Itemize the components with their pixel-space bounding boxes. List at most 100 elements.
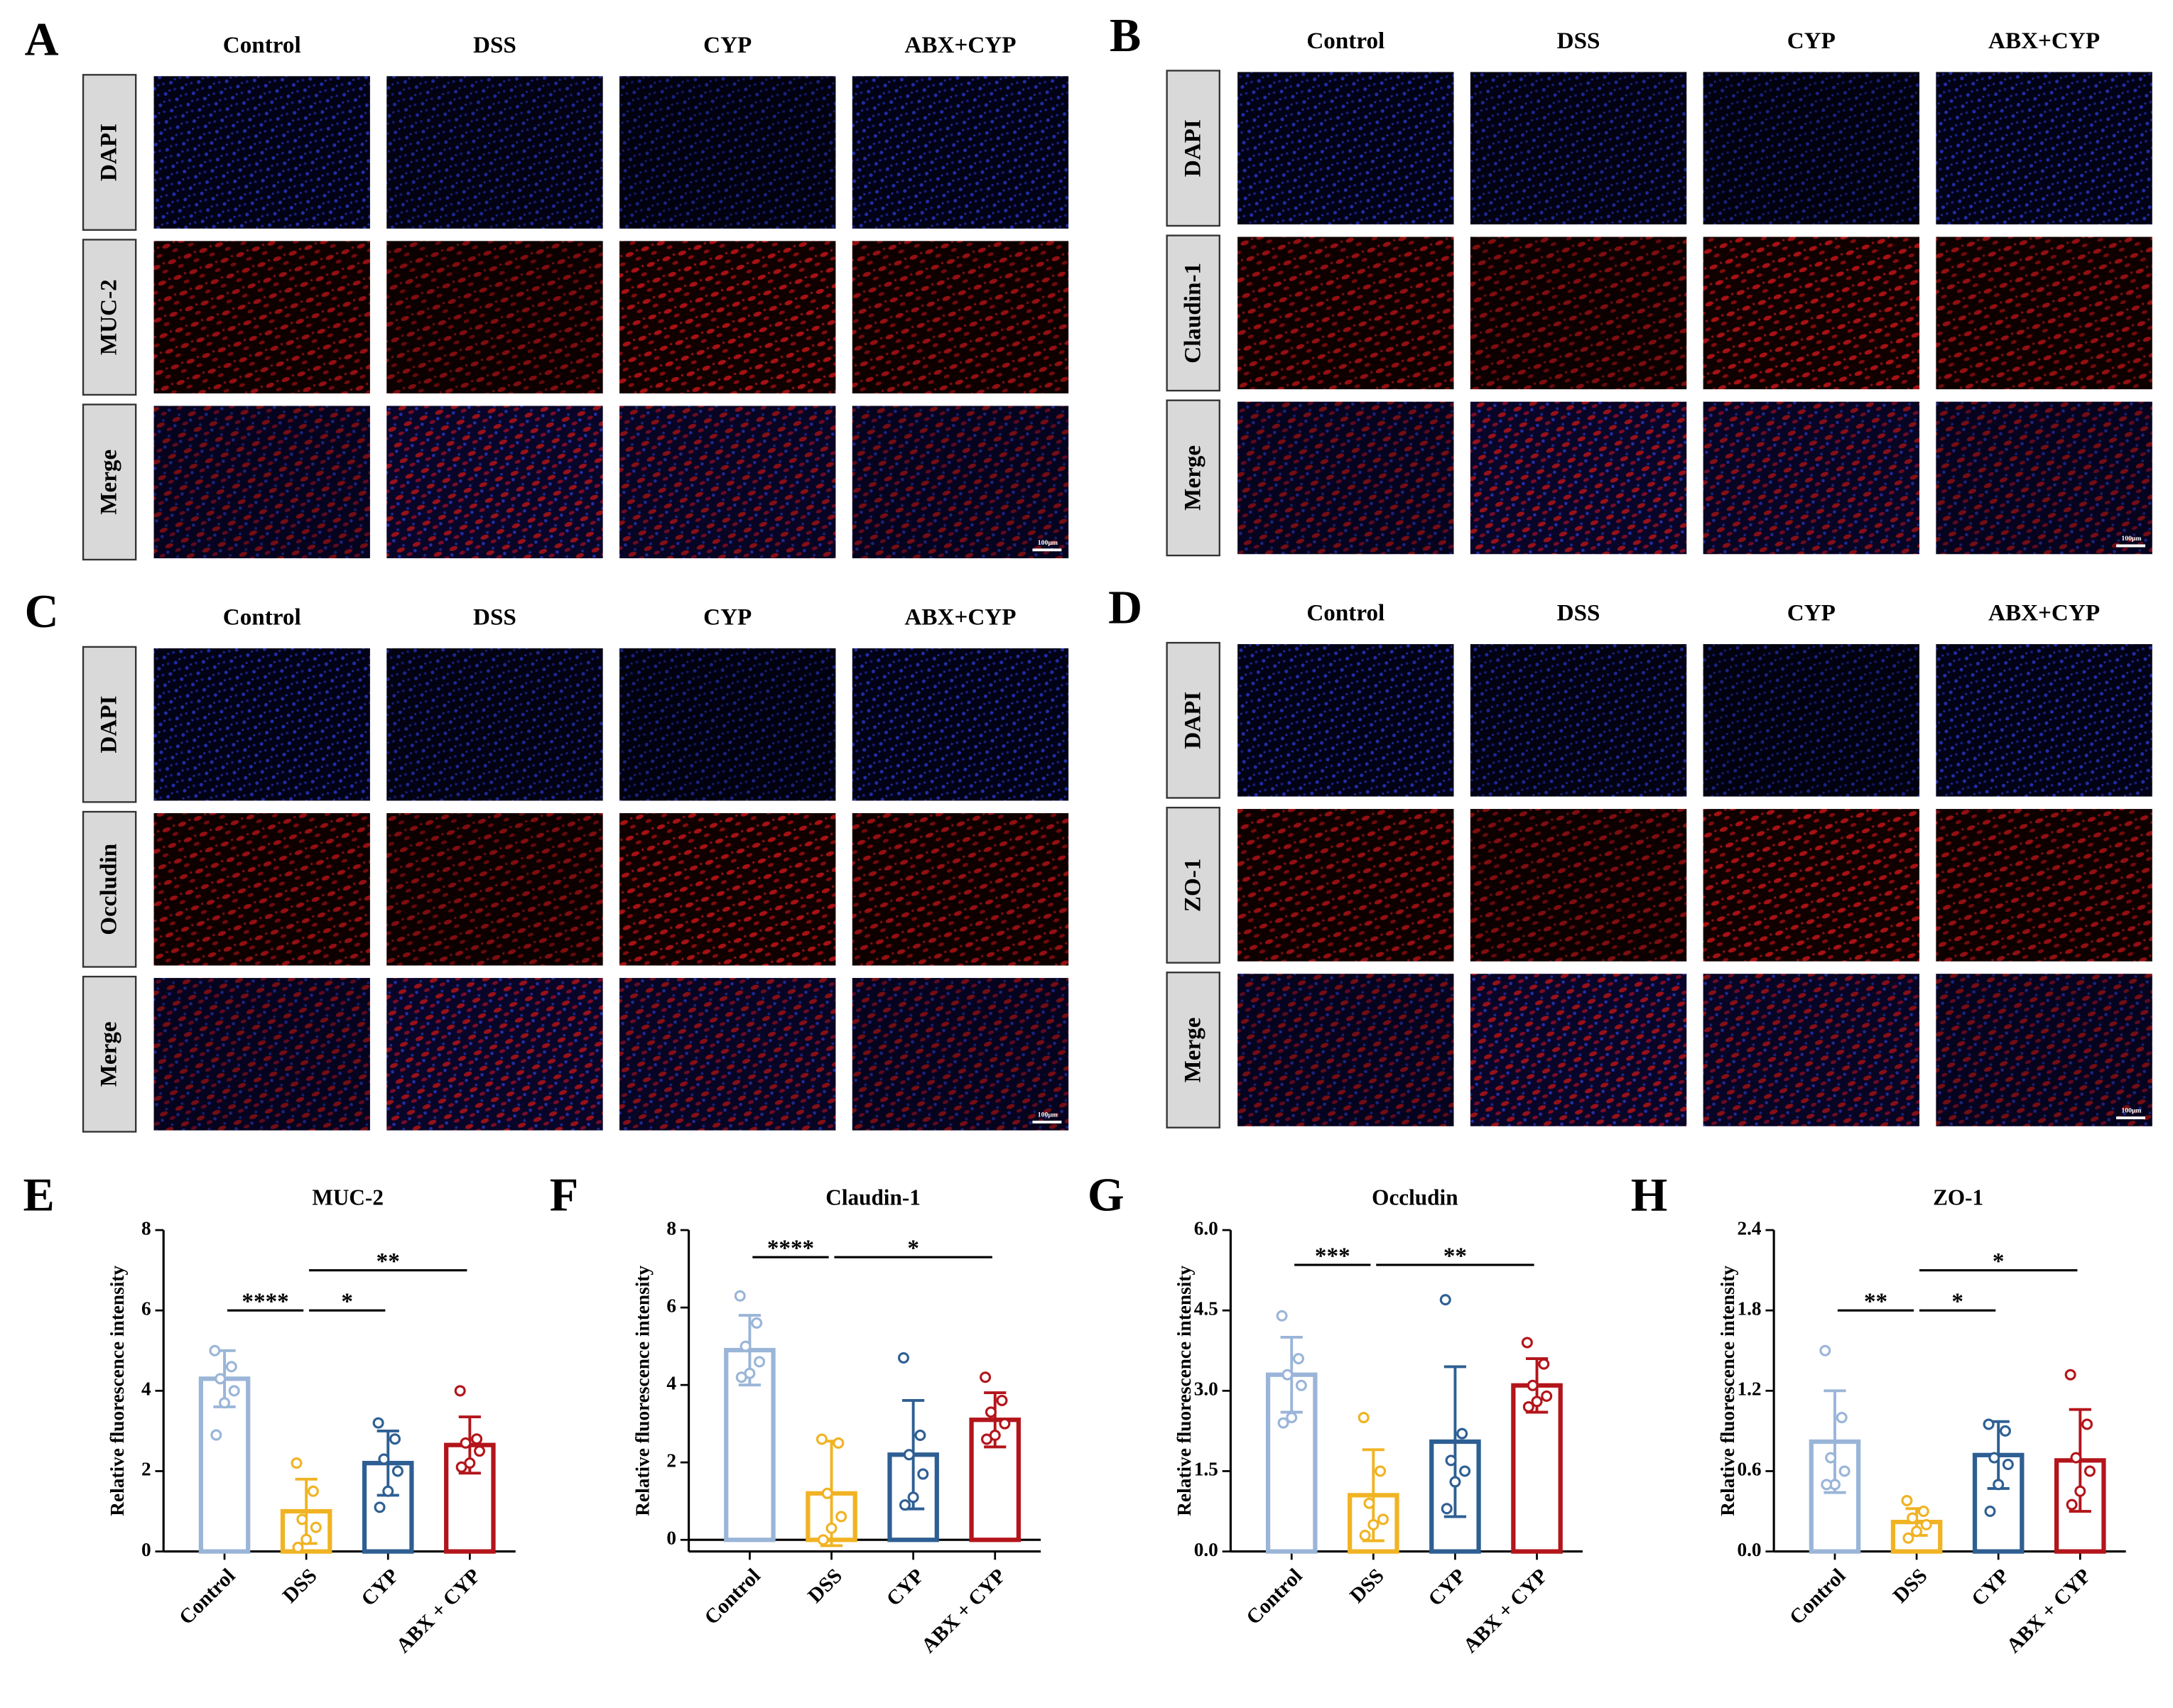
x-tick-label: ABX + CYP bbox=[917, 1565, 1010, 1658]
row-label: DAPI bbox=[1179, 119, 1205, 177]
micrograph-shade bbox=[852, 648, 1069, 801]
y-tick-label: 2.4 bbox=[1737, 1217, 1761, 1239]
data-point bbox=[310, 1521, 322, 1533]
micrograph bbox=[852, 241, 1069, 393]
data-point bbox=[382, 1485, 394, 1497]
x-tick-label: Control bbox=[175, 1565, 239, 1629]
data-point bbox=[1902, 1532, 1914, 1544]
scale-bar-label: 100μm bbox=[2121, 1107, 2141, 1115]
row-label: Merge bbox=[1179, 445, 1205, 511]
micrograph bbox=[386, 241, 603, 393]
micrograph-shade bbox=[386, 978, 603, 1131]
micrograph-shade bbox=[852, 241, 1069, 393]
column-header: Control bbox=[1306, 600, 1384, 626]
micrograph-shade bbox=[386, 648, 603, 801]
row-label: Merge bbox=[1179, 1017, 1205, 1082]
data-point bbox=[734, 1290, 746, 1302]
significance-label: ** bbox=[376, 1248, 400, 1274]
data-point bbox=[817, 1534, 829, 1546]
data-point bbox=[1522, 1400, 1534, 1413]
data-point bbox=[292, 1541, 304, 1553]
micrograph bbox=[1470, 401, 1687, 555]
data-point bbox=[1459, 1465, 1471, 1477]
data-point bbox=[897, 1351, 909, 1364]
y-tick-label: 1.5 bbox=[1194, 1459, 1218, 1480]
data-point bbox=[2081, 1418, 2093, 1430]
data-point bbox=[1277, 1417, 1289, 1429]
data-point bbox=[1281, 1369, 1294, 1381]
micrograph-shade bbox=[1470, 974, 1687, 1126]
row-label-box bbox=[82, 975, 137, 1133]
micrograph bbox=[153, 978, 370, 1131]
micrograph bbox=[153, 76, 370, 229]
y-axis-label: Relative fluorescence intensity bbox=[1174, 1266, 1195, 1516]
micrograph-shade bbox=[1470, 72, 1687, 224]
row-label-box bbox=[82, 239, 137, 396]
data-point bbox=[374, 1501, 386, 1513]
data-point bbox=[460, 1437, 472, 1449]
micrograph bbox=[1703, 643, 1919, 797]
panel-letter: G bbox=[1088, 1169, 1125, 1221]
micrograph-shade bbox=[1703, 236, 1919, 390]
data-point bbox=[1538, 1358, 1550, 1370]
micrograph bbox=[1703, 974, 1919, 1126]
data-point bbox=[735, 1371, 747, 1383]
data-point bbox=[2070, 1452, 2082, 1464]
data-point bbox=[980, 1371, 992, 1383]
micrograph-shade bbox=[386, 406, 603, 559]
data-point bbox=[1295, 1379, 1307, 1391]
row-label-box bbox=[82, 810, 137, 968]
data-point bbox=[389, 1433, 401, 1445]
micrograph bbox=[852, 978, 1069, 1131]
y-tick-label: 2 bbox=[666, 1449, 676, 1471]
data-point bbox=[825, 1522, 838, 1534]
data-point bbox=[996, 1394, 1008, 1406]
chart-title: Occludin bbox=[1372, 1185, 1458, 1209]
micrograph bbox=[619, 76, 836, 229]
data-point bbox=[821, 1487, 833, 1499]
y-axis-label: Relative fluorescence intensity bbox=[107, 1266, 128, 1516]
column-header: CYP bbox=[703, 32, 752, 58]
micrograph-shade bbox=[1470, 401, 1687, 555]
data-point bbox=[1439, 1294, 1451, 1306]
significance-label: ** bbox=[1864, 1288, 1887, 1315]
data-point bbox=[833, 1437, 845, 1449]
y-tick-label: 0.0 bbox=[1194, 1539, 1218, 1560]
micrograph-shade bbox=[619, 406, 836, 559]
significance-label: **** bbox=[767, 1235, 814, 1261]
micrograph-shade bbox=[1936, 809, 2152, 962]
column-header: Control bbox=[223, 604, 301, 630]
row-label: Merge bbox=[96, 450, 122, 515]
micrograph bbox=[852, 76, 1069, 229]
data-point bbox=[296, 1513, 308, 1525]
y-tick-label: 1.2 bbox=[1737, 1378, 1761, 1400]
micrograph bbox=[1237, 236, 1454, 390]
data-point bbox=[1445, 1454, 1457, 1467]
row-label-box bbox=[82, 646, 137, 803]
micrograph bbox=[619, 978, 836, 1131]
panel-letter: E bbox=[23, 1169, 55, 1221]
micrograph-shade bbox=[1703, 401, 1919, 555]
panel-letter: A bbox=[25, 14, 59, 66]
data-point bbox=[1907, 1512, 1919, 1524]
micrograph bbox=[1470, 809, 1687, 962]
row-label-box bbox=[1166, 70, 1220, 227]
significance-label: **** bbox=[242, 1288, 288, 1315]
y-tick-label: 6 bbox=[141, 1298, 151, 1319]
scale-bar-label: 100μm bbox=[2121, 535, 2141, 543]
data-point bbox=[1276, 1310, 1288, 1322]
micrograph bbox=[619, 241, 836, 393]
data-point bbox=[1441, 1503, 1453, 1515]
micrograph-shade bbox=[1936, 72, 2152, 224]
column-header: ABX+CYP bbox=[904, 604, 1016, 630]
y-axis-label: Relative fluorescence intensity bbox=[1717, 1266, 1738, 1516]
data-point bbox=[1999, 1425, 2011, 1437]
micrograph bbox=[1936, 72, 2152, 224]
data-point bbox=[981, 1433, 993, 1445]
micrograph bbox=[1936, 643, 2152, 797]
data-point bbox=[2083, 1465, 2096, 1477]
row-label: Occludin bbox=[96, 844, 122, 935]
micrograph-shade bbox=[153, 812, 370, 966]
y-tick-label: 3.0 bbox=[1194, 1378, 1218, 1400]
micrograph-shade bbox=[153, 406, 370, 559]
